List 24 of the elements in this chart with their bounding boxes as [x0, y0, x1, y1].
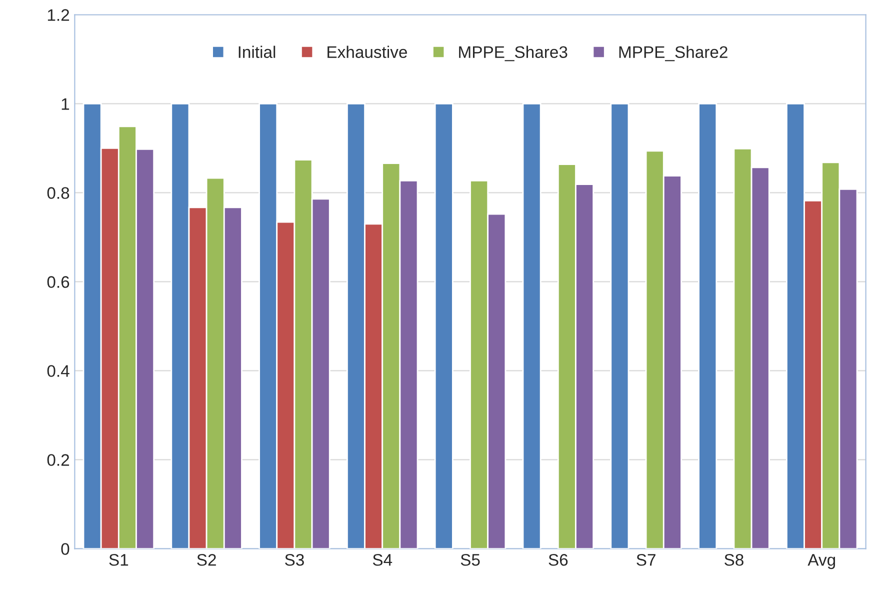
- x-tick-label: S1: [109, 554, 128, 566]
- x-tick-label: Avg: [808, 554, 836, 570]
- legend-label: Initial: [238, 46, 276, 58]
- y-tick-label: 0.4: [47, 365, 70, 377]
- x-tick-label: S3: [285, 554, 304, 566]
- y-tick-label: 0.2: [47, 454, 70, 466]
- y-tick-label: 0.6: [47, 276, 70, 288]
- bar: [434, 103, 454, 549]
- bar: [698, 103, 718, 549]
- y-tick-label: 1.2: [48, 9, 70, 21]
- x-tick-label: S5: [460, 554, 480, 566]
- x-tick-label: S8: [724, 554, 744, 566]
- legend-label: Exhaustive: [328, 46, 407, 58]
- x-tick-label: S7: [636, 554, 656, 566]
- y-tick-label: 1: [62, 98, 70, 110]
- y-tick-label: 0.8: [47, 187, 70, 199]
- bar: [522, 103, 542, 549]
- bar: [610, 103, 630, 549]
- legend-label: MPPE_Share2: [619, 46, 728, 62]
- x-tick-label: S2: [197, 554, 216, 566]
- x-tick-label: S6: [548, 554, 568, 566]
- legend-label: MPPE_Share3: [459, 46, 568, 62]
- x-tick-label: S4: [372, 554, 392, 566]
- y-tick-label: 0: [61, 543, 70, 555]
